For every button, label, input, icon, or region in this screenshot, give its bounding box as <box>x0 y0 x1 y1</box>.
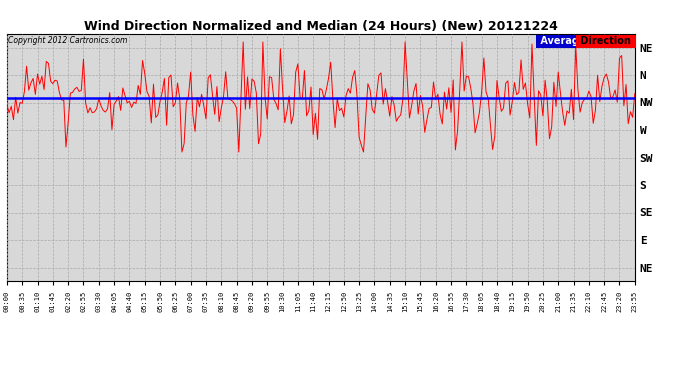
Text: Copyright 2012 Cartronics.com: Copyright 2012 Cartronics.com <box>8 36 127 45</box>
Title: Wind Direction Normalized and Median (24 Hours) (New) 20121224: Wind Direction Normalized and Median (24… <box>84 20 558 33</box>
Text: Direction: Direction <box>577 36 634 46</box>
Text: Average: Average <box>538 36 589 46</box>
